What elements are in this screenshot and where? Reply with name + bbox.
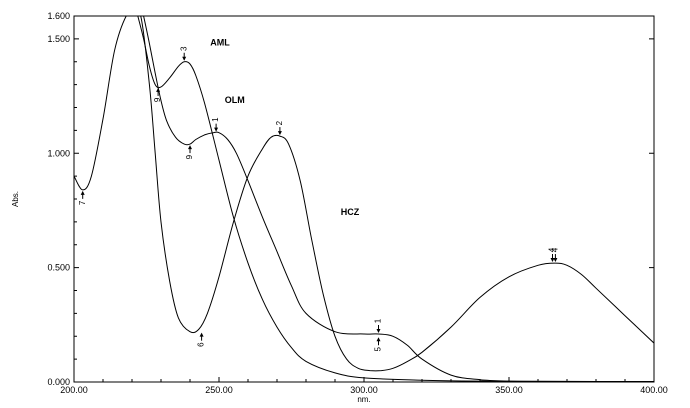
series-line-olm (143, 16, 654, 382)
y-tick-label: 1.500 (47, 34, 70, 44)
series-labels-group: AML OLM HCZ (210, 38, 359, 217)
peak-marker-label: 2 (275, 120, 284, 125)
x-tick-label: 400.00 (640, 385, 668, 395)
peak-marker-label: 3 (179, 46, 188, 51)
peak-marker-arrow (376, 328, 381, 333)
y-axis-label: Abs. (11, 191, 20, 207)
peak-marker-arrow (553, 258, 558, 263)
series-line-hcz (74, 16, 654, 372)
y-tick-label: 1.000 (47, 148, 70, 158)
peak-marker-label: 7 (78, 200, 87, 205)
series-label-aml: AML (210, 38, 230, 48)
peak-marker-arrow (376, 337, 381, 342)
curves-group (74, 16, 654, 382)
peak-marker-label: 1 (374, 318, 383, 323)
peak-marker-label: 9 (185, 154, 194, 159)
x-tick-label: 200.00 (60, 385, 88, 395)
y-tick-label: 0.500 (47, 263, 70, 273)
peak-marker-label: 6 (197, 342, 206, 347)
peak-marker-label: 5 (374, 346, 383, 351)
peak-marker-arrow (277, 131, 282, 136)
series-line-aml (137, 16, 654, 382)
peak-marker-arrow (182, 56, 187, 61)
peak-marker-arrow (188, 145, 192, 150)
peak-marker-arrow (156, 87, 161, 92)
peak-marker-arrow (199, 332, 204, 337)
series-label-hcz: HCZ (341, 207, 360, 217)
x-tick-label: 350.00 (495, 385, 523, 395)
x-axis-label: nm. (357, 395, 370, 404)
plot-frame (73, 15, 655, 383)
x-tick-label: 250.00 (205, 385, 233, 395)
peak-marker-label: 9 (153, 97, 162, 102)
peak-marker-label: 4 (551, 247, 560, 252)
peak-marker-label: 1 (211, 117, 220, 122)
peak-marker-arrow (550, 258, 555, 263)
y-tick-label: 1.600 (47, 11, 70, 21)
peak-marker-arrow (214, 127, 219, 132)
ticks-group: 200.00 250.00 300.00 350.00 400.00 0.000 0.500… (47, 11, 667, 395)
x-tick-label: 300.00 (350, 385, 378, 395)
peak-marker-arrow (80, 190, 85, 195)
peak-marker-label: 4 (548, 247, 557, 252)
series-label-olm: OLM (225, 95, 245, 105)
y-tick-label: 0.000 (47, 377, 70, 387)
